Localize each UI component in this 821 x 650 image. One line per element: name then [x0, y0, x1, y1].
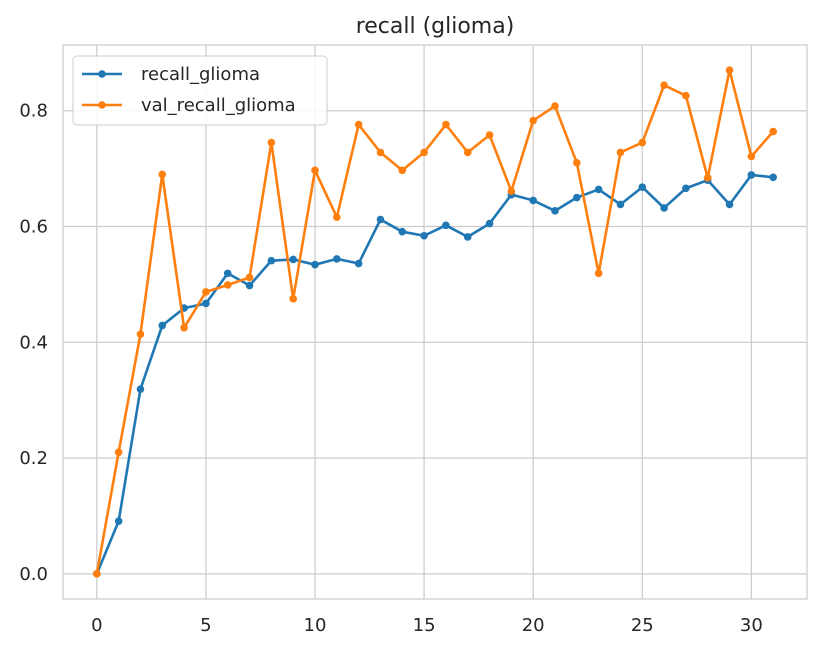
data-point	[463, 233, 472, 241]
data-point	[376, 215, 385, 224]
data-point	[202, 288, 210, 296]
data-point	[158, 170, 167, 179]
legend: recall_glioma val_recall_glioma	[72, 55, 328, 126]
data-point	[158, 321, 167, 330]
legend-item: val_recall_glioma	[82, 95, 296, 116]
legend-box	[72, 55, 328, 126]
data-point	[311, 260, 319, 269]
data-point	[616, 148, 625, 157]
data-point	[725, 66, 734, 74]
data-point	[202, 299, 210, 308]
legend-swatch-marker	[98, 101, 106, 109]
series-line	[95, 173, 775, 576]
data-point	[442, 120, 450, 129]
data-point	[682, 91, 690, 100]
data-point	[333, 255, 341, 263]
data-point	[551, 102, 559, 110]
data-point	[180, 323, 188, 332]
y-tick-label: 0.2	[19, 448, 48, 469]
data-point	[245, 273, 254, 282]
data-point	[573, 193, 581, 202]
x-tick-label: 15	[413, 615, 436, 636]
data-point	[507, 187, 516, 195]
chart-title: recall (glioma)	[356, 14, 515, 39]
x-tick-label: 10	[304, 615, 327, 636]
data-point	[529, 116, 537, 125]
data-point	[660, 81, 668, 90]
data-point	[398, 166, 407, 175]
data-point	[616, 200, 625, 209]
data-point	[769, 127, 777, 136]
data-point	[638, 138, 647, 147]
x-tick-label: 20	[522, 615, 545, 636]
data-point	[136, 330, 145, 338]
data-point	[682, 184, 690, 193]
y-tick-label: 0.4	[19, 332, 48, 353]
data-point	[725, 200, 734, 209]
series-val-recall-glioma	[93, 66, 777, 578]
x-tick-label: 5	[200, 615, 211, 636]
data-point	[485, 131, 494, 139]
data-point	[333, 213, 341, 222]
data-point	[747, 171, 756, 179]
data-point	[594, 185, 603, 194]
series-recall-glioma	[93, 171, 777, 578]
legend-item: recall_glioma	[82, 64, 260, 85]
data-point	[747, 152, 756, 161]
tick-labels: 0 5 10 15 20 25 30 0.0 0.2 0.4 0.6 0.8	[19, 101, 762, 636]
data-point	[442, 221, 450, 230]
data-point	[376, 148, 385, 157]
data-point	[289, 295, 297, 303]
data-point	[93, 570, 101, 578]
data-point	[223, 281, 232, 289]
data-point	[354, 259, 363, 268]
data-point	[136, 385, 145, 393]
data-point	[420, 231, 428, 240]
legend-swatch-marker	[98, 70, 106, 78]
legend-label: val_recall_glioma	[141, 95, 296, 116]
legend-label: recall_glioma	[141, 64, 260, 85]
data-point	[529, 196, 537, 205]
data-point	[223, 269, 232, 278]
x-tick-label: 30	[740, 615, 763, 636]
data-point	[551, 207, 559, 215]
data-point	[289, 255, 297, 264]
data-point	[463, 148, 472, 157]
data-point	[114, 448, 123, 457]
series-layer	[93, 66, 777, 578]
data-point	[420, 148, 428, 157]
data-point	[267, 256, 276, 265]
data-point	[311, 166, 319, 175]
x-tick-label: 25	[631, 615, 654, 636]
data-point	[267, 138, 276, 147]
y-tick-label: 0.6	[19, 216, 48, 237]
data-point	[638, 183, 647, 191]
data-point	[485, 219, 494, 228]
series-line	[95, 68, 775, 576]
plot-frame	[62, 44, 808, 600]
data-point	[660, 204, 668, 212]
y-tick-label: 0.0	[19, 564, 48, 585]
data-point	[769, 173, 777, 182]
data-point	[573, 159, 581, 167]
data-point	[703, 174, 712, 182]
x-tick-label: 0	[91, 615, 102, 636]
data-point	[594, 269, 603, 278]
data-point	[245, 281, 254, 290]
y-tick-label: 0.8	[19, 101, 48, 122]
data-point	[398, 227, 407, 236]
data-point	[114, 517, 123, 525]
data-point	[354, 120, 363, 129]
